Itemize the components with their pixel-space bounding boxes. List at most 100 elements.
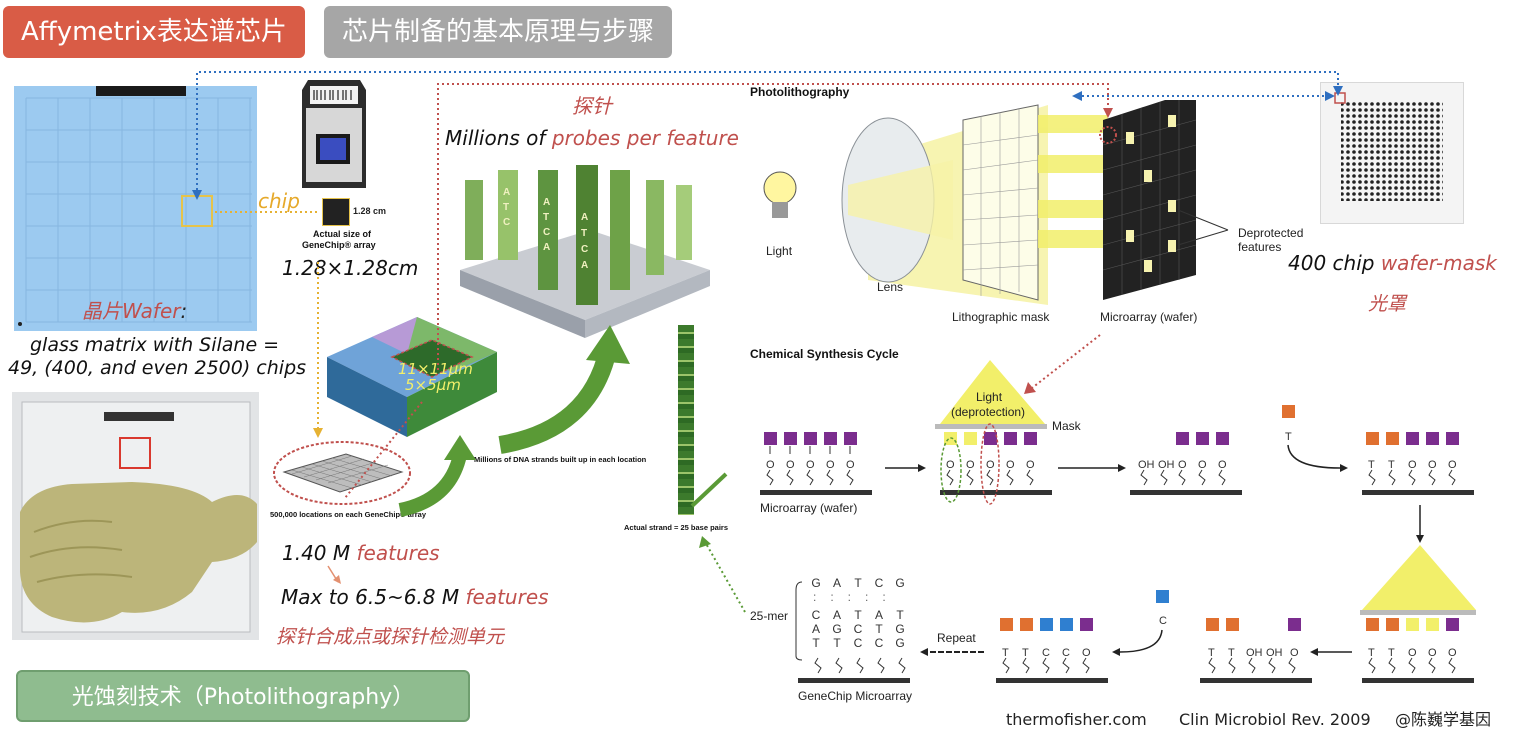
locations-label: 500,000 locations on each GeneChip® arra… — [270, 510, 427, 519]
svg-text:A: A — [503, 187, 510, 198]
seq-r2-1: A — [832, 608, 841, 622]
footer-watermark: @陈巍学基因 — [1395, 710, 1492, 729]
seq-r2-2: T — [854, 608, 862, 622]
svg-text:OH: OH — [1138, 459, 1155, 471]
wafer-title: 晶片Wafer: — [82, 299, 188, 323]
wafer-grid — [18, 86, 252, 326]
seq-r3-3: T — [875, 622, 883, 636]
svg-text:C: C — [581, 244, 588, 255]
svg-text:A: A — [543, 242, 550, 253]
svg-text:O: O — [1218, 459, 1227, 471]
seq-r4-0: T — [812, 636, 820, 650]
svg-text:T: T — [1368, 459, 1375, 471]
svg-text:O: O — [1408, 459, 1417, 471]
wafer-mask-image — [1320, 82, 1464, 224]
svg-text:O: O — [786, 459, 795, 471]
footer-source-2: Clin Microbiol Rev. 2009 — [1179, 710, 1371, 729]
svg-text:O: O — [966, 459, 975, 471]
seq-r4-1: T — [833, 636, 841, 650]
seq-r3-1: G — [832, 622, 842, 636]
hand-holding-wafer-photo — [12, 392, 259, 640]
genechip-actual-size-square — [322, 198, 350, 226]
svg-text:T: T — [503, 202, 509, 213]
sequence-grid: G A T C G ::::: C A T A T A G C T G T T … — [811, 576, 905, 650]
svg-text:T: T — [1002, 647, 1009, 659]
genechip-actual-size-line1: Actual size of — [313, 229, 372, 239]
light-label: Light — [766, 244, 793, 258]
svg-text:T: T — [1022, 647, 1029, 659]
genechip-size-label: 1.28 cm — [353, 206, 387, 216]
svg-text:O: O — [1428, 647, 1437, 659]
svg-text:O: O — [946, 459, 955, 471]
svg-text:OH: OH — [1246, 647, 1263, 659]
stage-6: T T OH OH O — [1200, 618, 1312, 683]
seq-r3-0: A — [811, 622, 820, 636]
svg-text:T: T — [1208, 647, 1215, 659]
features-cn-desc: 探针合成点或探针检测单元 — [276, 626, 505, 648]
features-arrow — [327, 565, 341, 584]
actual-strand-column — [678, 325, 694, 515]
stage-3: OH OH O O O — [1130, 432, 1242, 495]
svg-text:T: T — [1285, 431, 1292, 443]
svg-text:O: O — [1448, 647, 1457, 659]
synthesis-title: Chemical Synthesis Cycle — [750, 347, 899, 361]
svg-text:O: O — [1082, 647, 1091, 659]
deprotected-label-2: features — [1238, 240, 1282, 254]
seq-top-2: T — [854, 576, 862, 590]
photolithography-diagram — [763, 100, 1229, 305]
svg-text:T: T — [581, 228, 587, 239]
seq-r2-4: T — [896, 608, 904, 622]
chip-label: chip — [258, 189, 300, 213]
wafer-mask-cn: 光罩 — [1368, 293, 1407, 315]
seq-r4-3: C — [874, 636, 884, 650]
synthesis-light-label-1: Light — [976, 390, 1003, 404]
svg-text:O: O — [1428, 459, 1437, 471]
svg-text:O: O — [1408, 647, 1417, 659]
svg-text:OH: OH — [1266, 647, 1283, 659]
genechip-actual-size-line2: GeneChip® array — [302, 240, 376, 250]
svg-text:O: O — [1026, 459, 1035, 471]
svg-text:O: O — [826, 459, 835, 471]
repeat-label: Repeat — [937, 631, 976, 645]
svg-text:T: T — [1228, 647, 1235, 659]
synthesis-microarray-label: Microarray (wafer) — [760, 501, 858, 515]
svg-text:O: O — [1290, 647, 1299, 659]
svg-text:C: C — [543, 227, 550, 238]
seq-r4-4: G — [895, 636, 905, 650]
features-line1: 1.40 M features — [282, 541, 440, 565]
feature-size-2: 5×5μm — [405, 376, 461, 394]
stage-8 — [795, 581, 910, 683]
genechip-microarray-label: GeneChip Microarray — [798, 689, 913, 703]
actual-strand-label: Actual strand = 25 base pairs — [624, 523, 729, 532]
lens-label: Lens — [877, 280, 904, 294]
seq-top-1: A — [832, 576, 841, 590]
svg-text:O: O — [1178, 459, 1187, 471]
svg-text:O: O — [1006, 459, 1015, 471]
svg-text:T: T — [1388, 459, 1395, 471]
dna-strands-label: Millions of DNA strands built up in each… — [474, 455, 647, 464]
wafer-desc-line1: glass matrix with Silane = — [30, 334, 280, 356]
svg-text:O: O — [1198, 459, 1207, 471]
synthesis-mask-label: Mask — [1052, 419, 1081, 433]
svg-text:T: T — [1368, 647, 1375, 659]
seq-r3-2: C — [853, 622, 863, 636]
seq-r2-3: A — [874, 608, 883, 622]
photolithography-button[interactable]: 光蚀刻技术（Photolithography） — [16, 670, 470, 722]
svg-text:O: O — [806, 459, 815, 471]
strand-pointer — [690, 472, 728, 508]
svg-text:C: C — [1042, 647, 1050, 659]
seq-top-0: G — [811, 576, 821, 590]
svg-text:T: T — [543, 212, 549, 223]
green-arrows — [398, 325, 630, 517]
svg-text:OH: OH — [1158, 459, 1175, 471]
wafer-desc-line2: 49, (400, and even 2500) chips — [8, 357, 307, 379]
header-tag-principles: 芯片制备的基本原理与步骤 — [324, 6, 673, 58]
svg-text:A: A — [581, 212, 588, 223]
svg-text:A: A — [581, 260, 588, 271]
footer-source-1: thermofisher.com — [1006, 710, 1147, 729]
svg-text:O: O — [766, 459, 775, 471]
microarray-wafer-label: Microarray (wafer) — [1100, 310, 1198, 324]
